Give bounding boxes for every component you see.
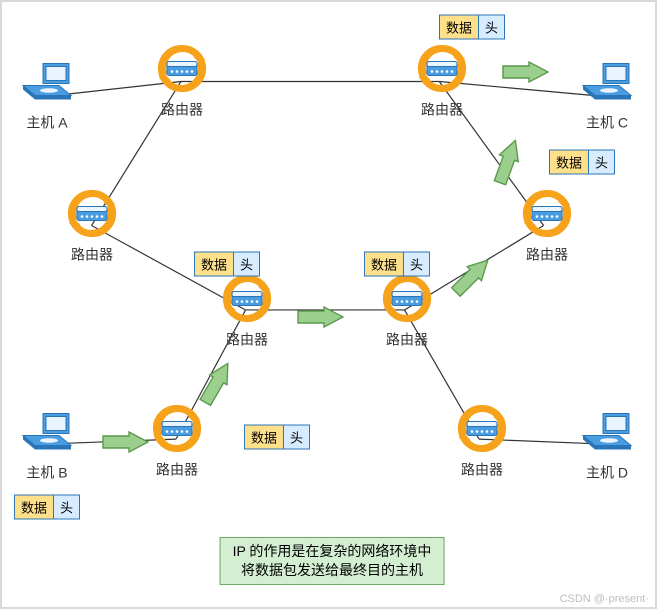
packet-tag: 数据头: [364, 252, 430, 277]
flow-arrow-icon: [489, 136, 530, 189]
host-icon: [579, 62, 635, 111]
router-icon: [218, 275, 276, 328]
flow-arrow-icon: [297, 306, 344, 333]
flow-arrow-icon: [447, 252, 499, 304]
router-icon: [378, 275, 436, 328]
node-label: 路由器: [413, 100, 471, 120]
router-icon: [413, 45, 471, 98]
router-r4: 路由器: [518, 190, 576, 265]
packet-head: 头: [404, 253, 429, 276]
router-icon: [153, 45, 211, 98]
router-r3: 路由器: [63, 190, 121, 265]
packet-tag: 数据头: [549, 150, 615, 175]
packet-data: 数据: [245, 426, 284, 449]
flow-arrow-icon: [102, 431, 149, 458]
node-label: 路由器: [153, 100, 211, 120]
router-icon: [148, 405, 206, 458]
node-label: 主机 A: [19, 113, 75, 133]
router-r1: 路由器: [153, 45, 211, 120]
router-r2: 路由器: [413, 45, 471, 120]
router-r8: 路由器: [453, 405, 511, 480]
packet-data: 数据: [550, 151, 589, 174]
node-label: 路由器: [218, 330, 276, 350]
flow-arrow-icon: [195, 357, 242, 411]
node-label: 路由器: [453, 460, 511, 480]
host-hostD: 主机 D: [579, 412, 635, 483]
packet-tag: 数据头: [439, 15, 505, 40]
node-label: 主机 C: [579, 113, 635, 133]
node-label: 路由器: [63, 245, 121, 265]
host-icon: [19, 62, 75, 111]
host-hostC: 主机 C: [579, 62, 635, 133]
node-label: 路由器: [518, 245, 576, 265]
watermark: CSDN @·present·: [560, 593, 649, 605]
packet-head: 头: [234, 253, 259, 276]
packet-data: 数据: [15, 496, 54, 519]
packet-head: 头: [589, 151, 614, 174]
flow-arrow-icon: [502, 61, 549, 88]
caption-line1: IP 的作用是在复杂的网络环境中: [233, 542, 432, 561]
host-hostB: 主机 B: [19, 412, 75, 483]
host-hostA: 主机 A: [19, 62, 75, 133]
node-label: 路由器: [148, 460, 206, 480]
router-r7: 路由器: [148, 405, 206, 480]
packet-data: 数据: [440, 16, 479, 39]
router-icon: [518, 190, 576, 243]
packet-tag: 数据头: [14, 495, 80, 520]
packet-data: 数据: [195, 253, 234, 276]
caption-line2: 将数据包发送给最终目的主机: [233, 561, 432, 580]
router-icon: [63, 190, 121, 243]
node-label: 主机 D: [579, 463, 635, 483]
host-icon: [579, 412, 635, 461]
router-icon: [453, 405, 511, 458]
packet-head: 头: [284, 426, 309, 449]
links-layer: [2, 2, 655, 607]
node-label: 路由器: [378, 330, 436, 350]
packet-data: 数据: [365, 253, 404, 276]
packet-head: 头: [479, 16, 504, 39]
diagram-canvas: IP 的作用是在复杂的网络环境中 将数据包发送给最终目的主机 CSDN @·pr…: [0, 0, 657, 609]
router-r6: 路由器: [378, 275, 436, 350]
packet-tag: 数据头: [244, 425, 310, 450]
packet-head: 头: [54, 496, 79, 519]
host-icon: [19, 412, 75, 461]
node-label: 主机 B: [19, 463, 75, 483]
router-r5: 路由器: [218, 275, 276, 350]
packet-tag: 数据头: [194, 252, 260, 277]
caption-box: IP 的作用是在复杂的网络环境中 将数据包发送给最终目的主机: [220, 537, 445, 585]
